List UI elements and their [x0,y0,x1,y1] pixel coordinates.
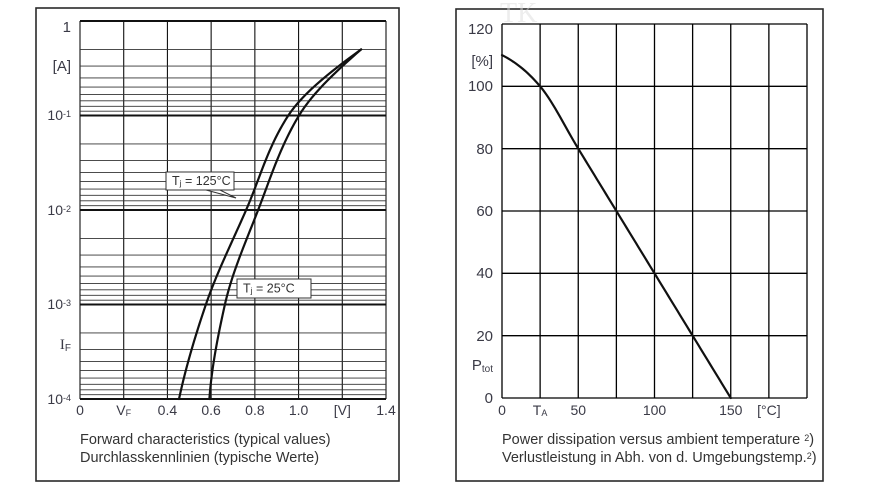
svg-text:10-4: 10-4 [47,391,71,407]
svg-text:IF: IF [60,337,71,354]
svg-text:0: 0 [76,402,84,418]
svg-text:[V]: [V] [334,402,351,418]
svg-text:10-2: 10-2 [47,202,71,218]
svg-text:20: 20 [476,328,493,345]
svg-text:1: 1 [63,19,71,36]
svg-text:1.0: 1.0 [289,402,309,418]
svg-text:TA: TA [533,402,548,418]
svg-text:80: 80 [476,141,493,158]
svg-text:10-3: 10-3 [47,296,71,312]
svg-text:120: 120 [468,21,493,38]
svg-text:100: 100 [643,402,667,418]
svg-text:VF: VF [116,402,131,418]
svg-text:0.6: 0.6 [201,402,221,418]
svg-text:50: 50 [570,402,586,418]
svg-text:100: 100 [468,78,493,95]
svg-text:40: 40 [476,265,493,282]
svg-text:[A]: [A] [53,58,71,75]
svg-text:10-1: 10-1 [47,107,71,123]
svg-text:60: 60 [476,203,493,220]
svg-text:Durchlasskennlinien (typische: Durchlasskennlinien (typische Werte) [80,450,319,466]
svg-text:0.4: 0.4 [158,402,178,418]
svg-text:Tj = 125°C: Tj = 125°C [172,174,231,188]
svg-text:[%]: [%] [471,53,493,70]
svg-text:150: 150 [719,402,743,418]
svg-text:[°C]: [°C] [757,402,781,418]
svg-text:Power dissipation versus ambie: Power dissipation versus ambient tempera… [502,432,814,448]
svg-text:Verlustleistung in Abh. von d.: Verlustleistung in Abh. von d. Umgebungs… [502,450,817,466]
svg-text:0.8: 0.8 [245,402,265,418]
svg-text:0: 0 [498,402,506,418]
svg-text:Ptot: Ptot [472,357,493,375]
svg-text:0: 0 [485,390,493,407]
svg-text:Forward characteristics (typic: Forward characteristics (typical values) [80,432,331,448]
svg-text:1.4: 1.4 [376,402,396,418]
